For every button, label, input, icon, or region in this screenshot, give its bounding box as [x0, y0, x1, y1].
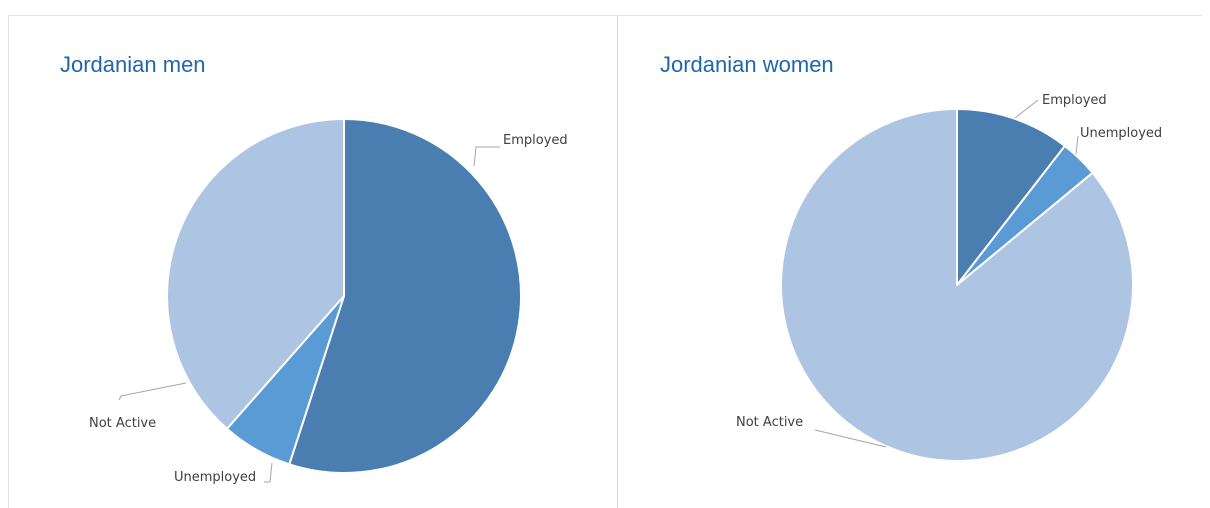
leader-line-women-unemployed	[1075, 135, 1079, 155]
slice-label-men-not-active: Not Active	[89, 416, 156, 431]
panel-top-border	[8, 15, 1202, 16]
leader-line-men-employed	[473, 146, 500, 167]
panel-left-border	[8, 16, 9, 508]
leader-line-women-not-active	[814, 429, 887, 448]
slice-label-women-employed: Employed	[1042, 93, 1107, 108]
slice-label-men-unemployed: Unemployed	[174, 470, 256, 485]
leader-line-men-not-active	[118, 382, 187, 401]
slice-label-women-not-active: Not Active	[736, 415, 803, 430]
leader-line-women-employed	[1014, 99, 1039, 119]
slice-label-men-employed: Employed	[503, 133, 568, 148]
slice-label-women-unemployed: Unemployed	[1080, 126, 1162, 141]
leader-line-men-unemployed	[264, 462, 273, 483]
pie-slice-men-employed	[288, 118, 522, 474]
pie-slice-men-not-active	[166, 118, 345, 430]
pie-slice-women-not-active	[780, 108, 1134, 462]
chart-title-men: Jordanian men	[60, 52, 206, 77]
panel-divider	[617, 16, 618, 508]
chart-title-women: Jordanian women	[660, 52, 834, 77]
pie-slice-women-employed	[956, 108, 1066, 286]
